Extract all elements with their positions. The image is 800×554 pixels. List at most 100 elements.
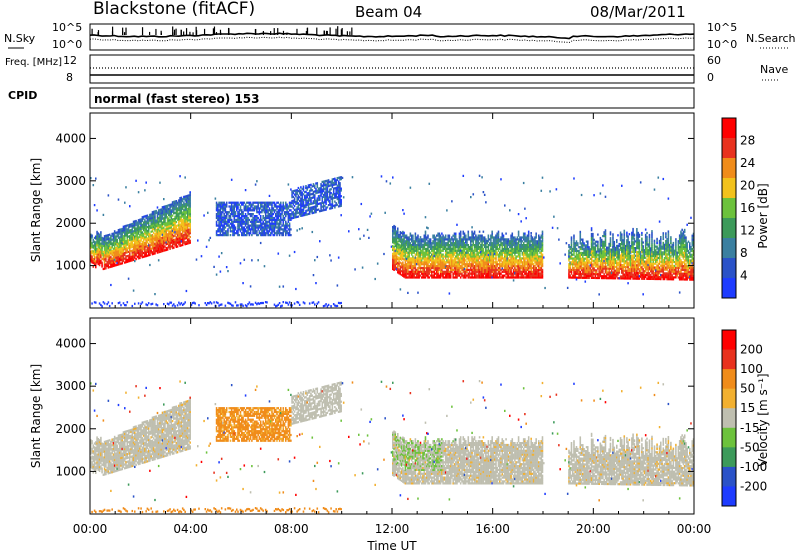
heatmap-cell [226, 204, 228, 206]
heatmap-cell [189, 230, 191, 232]
heatmap-cell [332, 201, 334, 203]
heatmap-cell [450, 246, 452, 248]
heatmap-cell [247, 211, 249, 213]
heatmap-cell [504, 275, 506, 277]
heatmap-cell [288, 221, 290, 223]
heatmap-cell [468, 233, 470, 235]
heatmap-cell [470, 267, 472, 269]
heatmap-cell [465, 273, 467, 275]
heatmap-cell [464, 261, 466, 263]
heatmap-cell [445, 235, 447, 237]
heatmap-cell [363, 235, 365, 237]
heatmap-cell [278, 217, 280, 219]
heatmap-cell [415, 267, 417, 269]
heatmap-cell [442, 257, 444, 259]
heatmap-cell [427, 275, 429, 277]
heatmap-cell [261, 204, 263, 206]
heatmap-cell [230, 228, 232, 230]
heatmap-cell [245, 213, 247, 215]
heatmap-cell [283, 232, 285, 234]
heatmap-cell [105, 267, 107, 269]
heatmap-cell [456, 276, 458, 278]
heatmap-cell [247, 221, 249, 223]
heatmap-cell [249, 219, 251, 221]
heatmap-cell [468, 244, 470, 246]
heatmap-cell [122, 262, 124, 264]
heatmap-cell [298, 302, 300, 304]
heatmap-cell [217, 207, 219, 209]
heatmap-cell [223, 228, 225, 230]
heatmap-cell [429, 183, 431, 185]
heatmap-cell [232, 223, 234, 225]
heatmap-cell [127, 301, 129, 303]
heatmap-cell [206, 246, 208, 248]
heatmap-cell [498, 236, 500, 238]
heatmap-cell [184, 176, 186, 178]
heatmap-cell [500, 240, 502, 242]
heatmap-cell [412, 235, 414, 237]
heatmap-cell [314, 185, 316, 187]
heatmap-cell [493, 248, 495, 250]
heatmap-cell [260, 215, 262, 217]
heatmap-cell [488, 248, 490, 250]
heatmap-cell [454, 254, 456, 256]
heatmap-cell [337, 305, 339, 307]
heatmap-cell [499, 267, 501, 269]
heatmap-cell [184, 301, 186, 303]
heatmap-cell [288, 211, 290, 213]
heatmap-cell [237, 232, 239, 234]
heatmap-cell [309, 302, 311, 304]
heatmap-cell [502, 233, 504, 235]
heatmap-cell [478, 244, 480, 246]
heatmap-cell [334, 206, 336, 208]
heatmap-cell [225, 226, 227, 228]
heatmap-cell [329, 200, 331, 202]
heatmap-cell [402, 261, 404, 263]
heatmap-cell [133, 290, 135, 292]
heatmap-cell [273, 207, 275, 209]
heatmap-cell [189, 236, 191, 238]
heatmap-cell [441, 233, 443, 235]
heatmap-cell [313, 274, 315, 276]
heatmap-cell [449, 235, 451, 237]
heatmap-cell [434, 275, 436, 277]
heatmap-cell [500, 178, 502, 180]
heatmap-cell [290, 209, 292, 211]
heatmap-cell [278, 253, 280, 255]
heatmap-cell [135, 258, 137, 260]
heatmap-cell [234, 217, 236, 219]
heatmap-cell [352, 176, 354, 178]
heatmap-cell [134, 260, 136, 262]
heatmap-cell [340, 189, 342, 191]
heatmap-cell [290, 228, 292, 230]
heatmap-cell [274, 202, 276, 204]
heatmap-cell [498, 250, 500, 252]
heatmap-cell [305, 206, 307, 208]
heatmap-cell [264, 265, 266, 267]
heatmap-cell [496, 265, 498, 267]
heatmap-cell [227, 228, 229, 230]
heatmap-cell [381, 175, 383, 177]
heatmap-cell [435, 236, 437, 238]
heatmap-cell [208, 239, 210, 241]
heatmap-cell [280, 202, 282, 204]
heatmap-cell [101, 262, 103, 264]
heatmap-cell [215, 198, 217, 200]
heatmap-cell [451, 257, 453, 259]
heatmap-cell [116, 239, 118, 241]
heatmap-cell [473, 240, 475, 242]
heatmap-cell [446, 209, 448, 211]
heatmap-cell [452, 255, 454, 257]
heatmap-cell [148, 229, 150, 231]
heatmap-cell [312, 231, 314, 233]
heatmap-cell [447, 269, 449, 271]
heatmap-cell [242, 204, 244, 206]
heatmap-cell [463, 240, 465, 242]
heatmap-cell [241, 217, 243, 219]
heatmap-cell [319, 199, 321, 201]
heatmap-cell [101, 265, 103, 267]
heatmap-cell [257, 259, 259, 261]
heatmap-cell [246, 234, 248, 236]
heatmap-cell [95, 266, 97, 268]
heatmap-cell [189, 191, 191, 193]
